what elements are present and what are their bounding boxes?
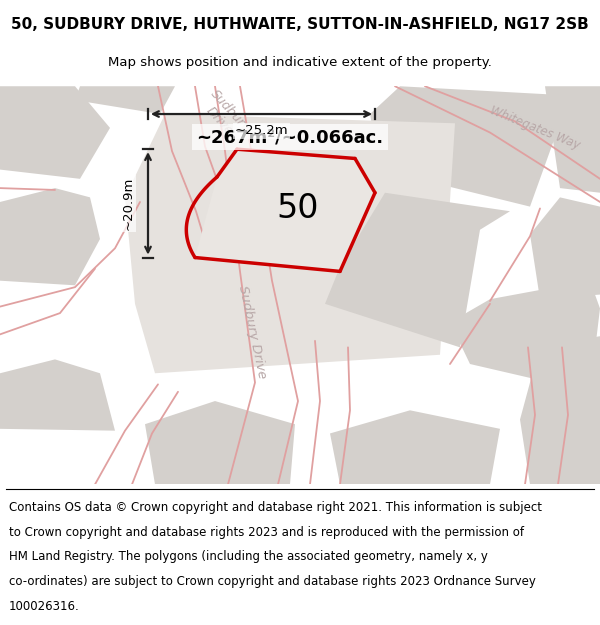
Polygon shape	[195, 149, 375, 271]
Text: Sudbury
Drive: Sudbury Drive	[197, 88, 253, 144]
Polygon shape	[530, 198, 600, 299]
Polygon shape	[520, 336, 600, 484]
Polygon shape	[545, 86, 600, 192]
Text: 50: 50	[277, 192, 319, 225]
Polygon shape	[125, 114, 455, 373]
Polygon shape	[0, 86, 110, 179]
Text: Contains OS data © Crown copyright and database right 2021. This information is : Contains OS data © Crown copyright and d…	[9, 501, 542, 514]
Polygon shape	[370, 86, 570, 207]
Text: 100026316.: 100026316.	[9, 600, 80, 612]
Text: ~25.2m: ~25.2m	[235, 124, 289, 138]
Polygon shape	[0, 359, 115, 431]
Polygon shape	[450, 281, 600, 392]
Text: ~267m²/~0.066ac.: ~267m²/~0.066ac.	[196, 128, 383, 146]
Text: 50, SUDBURY DRIVE, HUTHWAITE, SUTTON-IN-ASHFIELD, NG17 2SB: 50, SUDBURY DRIVE, HUTHWAITE, SUTTON-IN-…	[11, 17, 589, 32]
Polygon shape	[75, 86, 175, 114]
Polygon shape	[325, 192, 510, 348]
Text: co-ordinates) are subject to Crown copyright and database rights 2023 Ordnance S: co-ordinates) are subject to Crown copyr…	[9, 575, 536, 588]
Text: to Crown copyright and database rights 2023 and is reproduced with the permissio: to Crown copyright and database rights 2…	[9, 526, 524, 539]
Text: ~20.9m: ~20.9m	[121, 177, 134, 230]
Text: Sudbury Drive: Sudbury Drive	[236, 284, 268, 379]
Polygon shape	[145, 401, 295, 484]
Text: Map shows position and indicative extent of the property.: Map shows position and indicative extent…	[108, 56, 492, 69]
Polygon shape	[0, 188, 100, 285]
Text: HM Land Registry. The polygons (including the associated geometry, namely x, y: HM Land Registry. The polygons (includin…	[9, 551, 488, 564]
Polygon shape	[330, 410, 500, 484]
Text: Whitegates Way: Whitegates Way	[488, 104, 582, 152]
